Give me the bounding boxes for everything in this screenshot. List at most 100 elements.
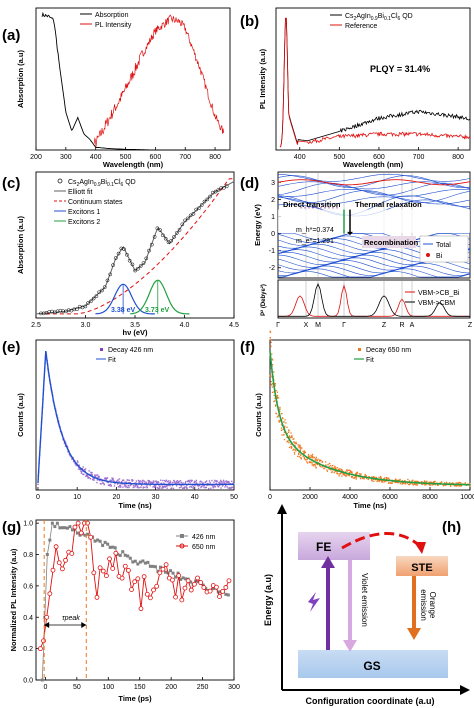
decay-426-point bbox=[139, 480, 142, 482]
decay-650-point bbox=[348, 472, 351, 474]
decay-426-point bbox=[134, 482, 136, 484]
decay-426-point bbox=[74, 463, 77, 465]
decay-426-point bbox=[216, 484, 219, 486]
point-650 bbox=[160, 566, 166, 572]
decay-426-point bbox=[212, 486, 214, 488]
decay-426-point bbox=[163, 485, 165, 487]
decay-426-point bbox=[155, 484, 157, 487]
decay-650-point bbox=[464, 482, 467, 484]
decay-426-point bbox=[216, 480, 218, 482]
point-650 bbox=[91, 570, 97, 576]
panel-e-legend-decay: Decay 426 nm bbox=[108, 347, 153, 354]
decay-650-point bbox=[284, 425, 286, 427]
x-tick-label: 250 bbox=[197, 684, 209, 691]
point-650 bbox=[141, 574, 147, 580]
x-tick-label: 40 bbox=[191, 494, 199, 501]
decay-426-point bbox=[99, 479, 101, 482]
decay-426-point bbox=[93, 477, 96, 479]
point-426 bbox=[141, 559, 145, 563]
decay-426-point bbox=[218, 484, 221, 487]
decay-650-point bbox=[415, 483, 418, 485]
decay-650-point bbox=[298, 453, 300, 456]
data-point bbox=[41, 311, 46, 316]
decay-426-point bbox=[191, 479, 193, 482]
decay-650-point bbox=[323, 468, 325, 470]
y-tick-label: -2 bbox=[269, 265, 275, 272]
point-426 bbox=[224, 592, 228, 596]
decay-426-point bbox=[138, 480, 141, 482]
point-650 bbox=[63, 557, 68, 563]
decay-426-point bbox=[120, 486, 122, 488]
x-tick-label: 200 bbox=[30, 154, 42, 161]
decay-426-point bbox=[194, 481, 197, 483]
decay-426-point bbox=[91, 474, 94, 476]
decay-650-point bbox=[294, 442, 296, 444]
decay-650-point bbox=[305, 459, 307, 461]
x-tick-label: 2.5 bbox=[31, 322, 41, 329]
decay-426-point bbox=[119, 484, 121, 487]
data-point bbox=[88, 299, 93, 304]
point-650 bbox=[88, 534, 94, 540]
decay-650-point bbox=[329, 463, 331, 465]
decay-426-point bbox=[133, 486, 136, 488]
decay-426-point bbox=[226, 480, 228, 482]
panel-g-legend-650: 650 nm bbox=[192, 544, 216, 551]
decay-650-point bbox=[338, 475, 340, 477]
decay-650-point bbox=[289, 436, 291, 438]
decay-650-point bbox=[458, 484, 460, 486]
point-426 bbox=[60, 526, 64, 530]
decay-426-point bbox=[190, 479, 192, 482]
decay-650-point bbox=[300, 456, 302, 459]
point-650 bbox=[94, 594, 100, 600]
decay-426-point bbox=[83, 473, 85, 476]
decay-650-point bbox=[359, 473, 361, 475]
point-426 bbox=[55, 521, 59, 525]
decay-426-point bbox=[173, 481, 176, 483]
decay-650-point bbox=[315, 456, 317, 458]
point-650 bbox=[50, 567, 56, 573]
point-426 bbox=[65, 526, 69, 530]
decay-426-point bbox=[169, 485, 171, 487]
decay-650-point bbox=[335, 468, 337, 470]
point-426 bbox=[118, 553, 122, 557]
data-point bbox=[83, 304, 88, 309]
decay-650-point bbox=[340, 470, 343, 472]
data-point bbox=[108, 272, 113, 277]
decay-426-point bbox=[145, 485, 148, 487]
decay-650-point bbox=[415, 480, 417, 483]
decay-426-point bbox=[116, 480, 119, 482]
decay-650-point bbox=[360, 477, 362, 479]
decay-426-point bbox=[184, 486, 186, 488]
decay-650-point bbox=[411, 480, 413, 482]
absorption-line bbox=[41, 11, 227, 151]
decay-426-point bbox=[141, 482, 144, 484]
decay-426-point bbox=[128, 479, 131, 482]
decay-426-point bbox=[222, 481, 224, 483]
point-650 bbox=[38, 646, 43, 652]
decay-650-point bbox=[275, 412, 277, 414]
decay-650-point bbox=[311, 464, 313, 466]
decay-650-point bbox=[399, 482, 402, 485]
decay-650-point bbox=[283, 438, 286, 441]
x-tick-label: 10000 bbox=[460, 494, 474, 501]
data-point bbox=[86, 301, 90, 305]
decay-426-point bbox=[185, 486, 187, 488]
decay-426-point bbox=[228, 487, 231, 490]
decay-650-point bbox=[422, 483, 424, 485]
data-point bbox=[39, 311, 43, 316]
data-point bbox=[102, 285, 107, 290]
decay-426-point bbox=[190, 480, 193, 483]
decay-650-point bbox=[351, 471, 353, 473]
decay-650-point bbox=[311, 453, 314, 456]
decay-426-point bbox=[124, 481, 126, 483]
decay-650-point bbox=[348, 475, 351, 477]
point-426 bbox=[111, 545, 115, 549]
y-tick-label: 1.0 bbox=[23, 521, 33, 528]
decay-650-point bbox=[344, 471, 347, 473]
decay-650-point bbox=[346, 469, 348, 471]
x-tick-label: 50 bbox=[230, 494, 238, 501]
decay-426-point bbox=[217, 486, 220, 488]
data-point bbox=[61, 309, 65, 314]
point-650 bbox=[56, 560, 62, 566]
decay-426-point bbox=[227, 481, 229, 483]
